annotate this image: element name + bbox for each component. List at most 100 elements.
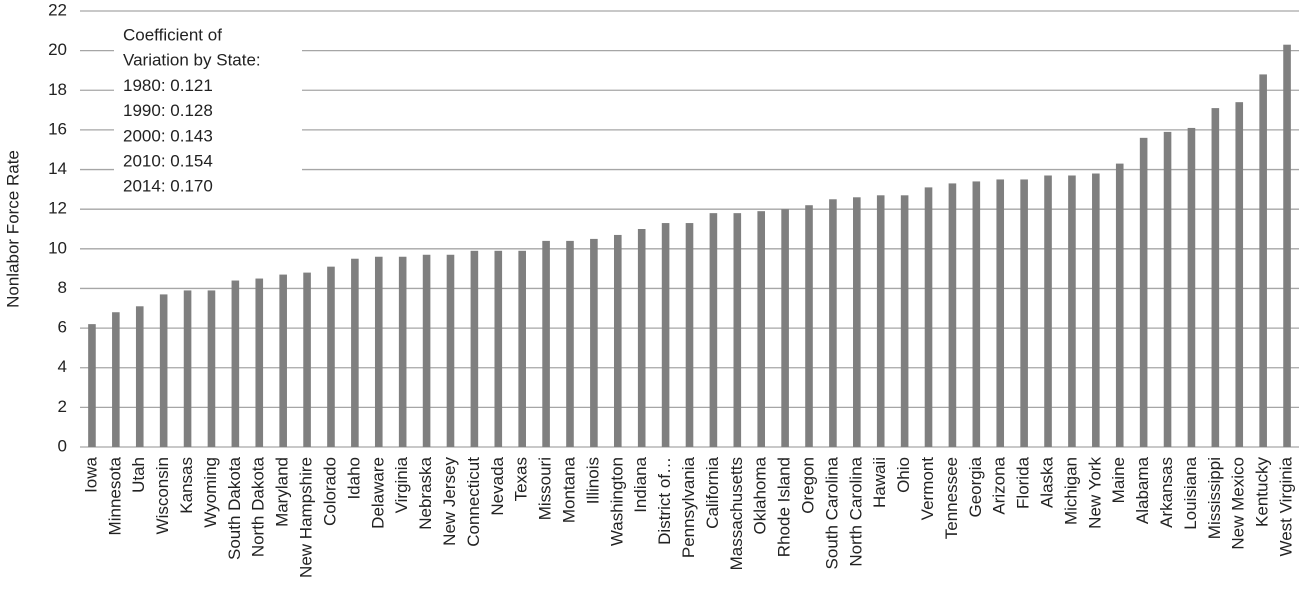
x-tick-label: Alabama — [1133, 456, 1152, 524]
x-tick-label: Nebraska — [416, 456, 435, 529]
x-tick-label: Wisconsin — [153, 457, 172, 534]
bar — [446, 254, 455, 447]
bar — [1211, 108, 1220, 447]
bar — [1068, 175, 1076, 447]
bar — [613, 234, 622, 447]
annotation-line: 2000: 0.143 — [123, 126, 213, 145]
bar — [542, 240, 550, 447]
x-tick-label: Maryland — [273, 457, 292, 527]
x-tick-label: Wyoming — [201, 457, 220, 528]
bar — [518, 250, 526, 447]
bar — [1092, 173, 1100, 447]
x-tick-label: West Virginia — [1277, 456, 1296, 556]
bar — [422, 254, 431, 447]
x-tick-label: Iowa — [81, 456, 100, 492]
bar — [948, 183, 957, 447]
annotation-line: 1980: 0.121 — [123, 76, 213, 95]
x-tick-label: California — [703, 456, 722, 528]
y-tick-label: 20 — [48, 40, 67, 59]
bar — [231, 280, 240, 447]
x-tick-label: Washington — [607, 457, 626, 546]
y-tick-label: 2 — [58, 397, 67, 416]
x-tick-label: Idaho — [344, 457, 363, 500]
bar — [112, 312, 120, 447]
x-tick-label: Pennsylvania — [679, 456, 698, 558]
bar — [159, 294, 168, 447]
bar — [709, 213, 718, 447]
x-tick-label: Indiana — [631, 456, 650, 512]
x-tick-label: Minnesota — [105, 456, 124, 535]
bar — [255, 278, 264, 447]
x-tick-label: Montana — [559, 456, 578, 523]
x-tick-label: Arkansas — [1157, 457, 1176, 528]
annotation-line: 2010: 0.154 — [123, 151, 213, 170]
y-tick-label: 0 — [58, 436, 67, 455]
bar — [972, 181, 981, 447]
x-tick-label: Oklahoma — [751, 456, 770, 534]
y-tick-label: 22 — [48, 0, 67, 19]
x-tick-label: New Hampshire — [297, 457, 316, 578]
x-tick-label: Louisiana — [1181, 456, 1200, 529]
bar — [637, 229, 646, 447]
bar — [900, 195, 909, 447]
bar — [590, 238, 598, 447]
x-tick-label: Virginia — [392, 456, 411, 513]
y-tick-label: 8 — [58, 278, 67, 297]
bar — [1139, 137, 1148, 447]
x-tick-label: Texas — [512, 457, 531, 501]
x-tick-label: North Dakota — [249, 456, 268, 557]
x-tick-label: Kentucky — [1253, 457, 1272, 527]
bar — [279, 274, 287, 447]
bar — [398, 256, 407, 447]
bar — [924, 187, 933, 447]
x-tick-label: District of… — [655, 457, 674, 545]
x-tick-label: Connecticut — [464, 457, 483, 547]
annotation-line: 1990: 0.128 — [123, 101, 213, 120]
x-tick-label: Georgia — [966, 456, 985, 517]
y-tick-label: 10 — [48, 238, 67, 257]
x-tick-label: Delaware — [368, 457, 387, 529]
bar — [805, 205, 813, 447]
bar — [566, 240, 574, 447]
bar — [374, 256, 383, 447]
bar — [470, 250, 479, 447]
x-tick-label: Maine — [1109, 457, 1128, 503]
bar — [1259, 74, 1267, 447]
bar — [996, 179, 1005, 448]
annotation-box — [114, 20, 302, 202]
x-tick-label: South Carolina — [822, 456, 841, 569]
bar — [661, 223, 670, 447]
bar — [1044, 175, 1052, 447]
x-tick-label: North Carolina — [846, 456, 865, 566]
bar — [494, 250, 503, 447]
x-tick-label: New York — [1085, 457, 1104, 529]
x-tick-label: Vermont — [918, 457, 937, 521]
bar — [135, 306, 144, 447]
bar — [829, 199, 837, 447]
x-tick-label: Colorado — [320, 457, 339, 526]
bar — [1115, 163, 1124, 447]
x-tick-label: Oregon — [798, 457, 817, 514]
x-tick-label: Kansas — [177, 457, 196, 514]
x-tick-label: South Dakota — [225, 456, 244, 560]
bar — [757, 211, 766, 447]
x-tick-label: Utah — [129, 457, 148, 493]
x-tick-label: Arizona — [990, 456, 1009, 514]
bar — [303, 272, 311, 447]
y-tick-label: 16 — [48, 119, 67, 138]
x-tick-label: Missouri — [536, 457, 555, 520]
x-tick-label: Alaska — [1038, 456, 1057, 508]
bar — [327, 266, 335, 447]
bar — [88, 324, 96, 447]
annotation-line: 2014: 0.170 — [123, 177, 213, 196]
bar — [685, 223, 694, 447]
bar — [1283, 44, 1291, 447]
x-tick-label: Massachusetts — [727, 457, 746, 570]
x-tick-label: Ohio — [894, 457, 913, 493]
bar — [876, 195, 885, 447]
bar — [351, 258, 359, 447]
bar — [183, 290, 192, 447]
bar — [207, 290, 216, 447]
x-tick-label: Florida — [1014, 456, 1033, 509]
